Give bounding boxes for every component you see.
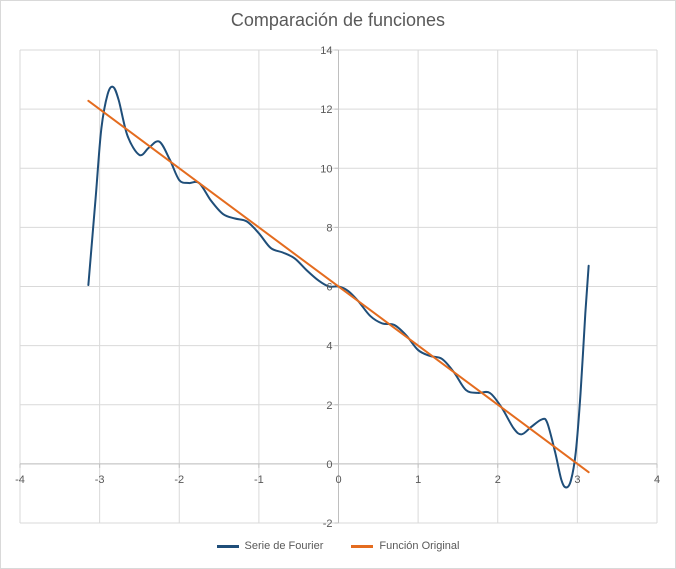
y-tick-label: 4 <box>326 341 332 353</box>
legend-label-original: Función Original <box>379 540 460 552</box>
series-lines <box>87 85 590 489</box>
x-tick-label: -4 <box>15 474 25 486</box>
x-tick-label: 2 <box>495 474 501 486</box>
y-tick-label: 10 <box>320 163 332 175</box>
x-tick-label: -1 <box>254 474 264 486</box>
y-tick-label: 6 <box>326 282 332 294</box>
series-line-original <box>87 99 590 474</box>
y-tick-label: 8 <box>326 222 332 234</box>
y-tick-label: 0 <box>326 459 332 471</box>
x-tick-label: 0 <box>335 474 341 486</box>
y-tick-label: 12 <box>320 104 332 116</box>
series-line-fourier <box>87 85 590 489</box>
x-tick-label: -3 <box>95 474 105 486</box>
chart-title: Comparación de funciones <box>230 10 446 30</box>
legend: Serie de Fourier Función Original <box>0 540 676 552</box>
x-tick-label: 3 <box>574 474 580 486</box>
legend-swatch-original <box>351 544 374 548</box>
x-tick-label: 1 <box>415 474 421 486</box>
x-tick-label: 4 <box>654 474 660 486</box>
y-tick-label: -2 <box>323 518 333 530</box>
y-tick-label: 14 <box>320 45 332 57</box>
legend-swatch-fourier <box>216 544 239 548</box>
legend-item-fourier: Serie de Fourier <box>216 540 324 552</box>
legend-item-original: Función Original <box>351 540 459 552</box>
x-tick-label: -2 <box>174 474 184 486</box>
y-tick-label: 2 <box>326 400 332 412</box>
legend-label-fourier: Serie de Fourier <box>244 540 324 552</box>
